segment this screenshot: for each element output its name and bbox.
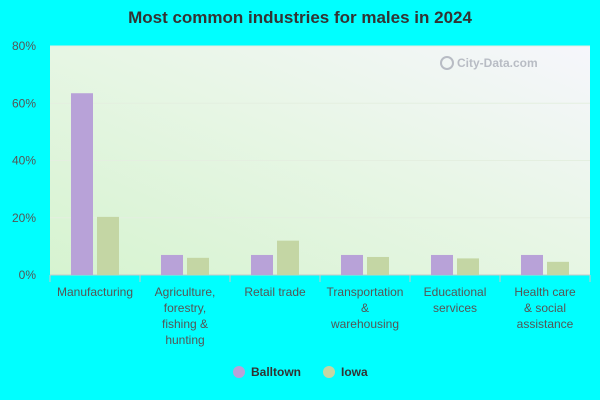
bar-iowa[interactable] xyxy=(367,256,389,275)
bar-balltown[interactable] xyxy=(521,254,543,275)
chart-title: Most common industries for males in 2024 xyxy=(128,8,472,27)
bar-iowa[interactable] xyxy=(187,257,209,275)
x-tick-label: Health care & social assistance xyxy=(514,285,576,331)
bar-balltown[interactable] xyxy=(71,93,93,275)
x-tick-label: Retail trade xyxy=(244,285,306,299)
y-tick-label: 20% xyxy=(12,211,36,225)
bar-balltown[interactable] xyxy=(161,254,183,275)
bar-balltown[interactable] xyxy=(341,254,363,275)
legend-item-iowa[interactable]: Iowa xyxy=(323,365,368,379)
x-tick-label: Educational services xyxy=(424,285,487,315)
legend-label: Balltown xyxy=(251,365,301,379)
x-tick-label: Agriculture, forestry, fishing & hunting xyxy=(155,285,216,347)
bar-balltown[interactable] xyxy=(431,254,453,275)
bar-iowa[interactable] xyxy=(277,240,299,275)
bar-iowa[interactable] xyxy=(457,258,479,275)
magnifier-icon xyxy=(440,56,454,70)
legend-swatch xyxy=(323,366,335,378)
x-tick-label: Transportation & warehousing xyxy=(327,285,404,331)
watermark-text: City-Data.com xyxy=(457,56,538,70)
y-tick-label: 40% xyxy=(12,154,36,168)
bar-iowa[interactable] xyxy=(97,216,119,275)
y-tick-label: 0% xyxy=(19,268,37,282)
x-tick-label: Manufacturing xyxy=(57,285,133,299)
legend-swatch xyxy=(233,366,245,378)
y-tick-label: 60% xyxy=(12,96,36,110)
bar-balltown[interactable] xyxy=(251,254,273,275)
watermark: City-Data.com xyxy=(440,56,538,70)
legend-label: Iowa xyxy=(341,365,368,379)
legend-item-balltown[interactable]: Balltown xyxy=(233,365,301,379)
bar-iowa[interactable] xyxy=(547,261,569,275)
y-tick-label: 80% xyxy=(12,39,36,53)
